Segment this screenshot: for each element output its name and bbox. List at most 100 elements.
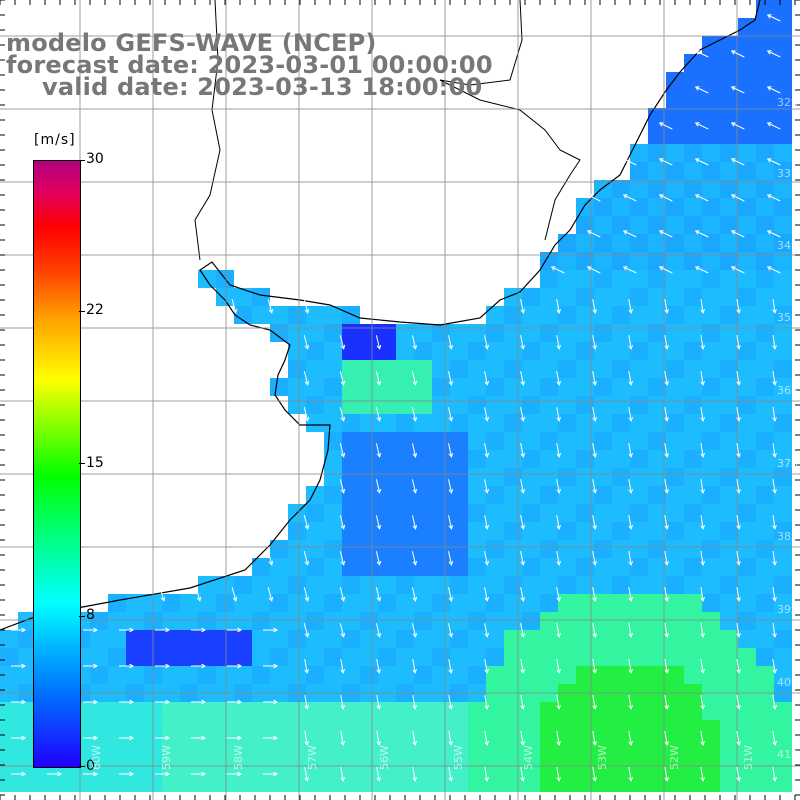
wind-speed-cell — [684, 702, 702, 720]
wind-speed-cell — [756, 450, 774, 468]
wind-arrow — [191, 627, 207, 633]
wind-speed-cell — [774, 468, 792, 486]
wind-speed-cell — [576, 558, 594, 576]
wind-speed-cell — [702, 144, 720, 162]
wind-speed-cell — [666, 144, 684, 162]
wind-arrow — [664, 371, 669, 386]
wind-speed-cell — [396, 612, 414, 630]
wind-speed-cell — [756, 504, 774, 522]
wind-arrow — [520, 515, 526, 530]
wind-speed-cell — [720, 486, 738, 504]
wind-speed-cell — [774, 306, 792, 324]
wind-speed-cell — [684, 450, 702, 468]
wind-speed-cell — [216, 702, 234, 720]
wind-speed-cell — [666, 720, 684, 738]
wind-arrow — [694, 194, 709, 202]
wind-speed-cell — [342, 360, 360, 378]
wind-speed-cell — [738, 396, 756, 414]
wind-speed-cell — [378, 378, 396, 396]
wind-speed-cell — [666, 540, 684, 558]
wind-speed-cell — [594, 306, 612, 324]
wind-arrow — [556, 335, 561, 350]
wind-speed-cell — [378, 342, 396, 360]
wind-speed-cell — [558, 648, 576, 666]
wind-speed-cell — [324, 720, 342, 738]
wind-speed-cell — [234, 702, 252, 720]
wind-speed-cell — [396, 720, 414, 738]
wind-arrow — [694, 50, 709, 58]
wind-speed-cell — [720, 234, 738, 252]
wind-speed-cell — [522, 324, 540, 342]
wind-speed-cell — [720, 342, 738, 360]
wind-speed-cell — [90, 630, 108, 648]
wind-speed-cell — [612, 756, 630, 774]
wind-arrow — [700, 587, 705, 602]
wind-speed-cell — [738, 576, 756, 594]
wind-speed-cell — [756, 288, 774, 306]
wind-speed-cell — [360, 558, 378, 576]
wind-arrow — [628, 551, 633, 566]
wind-speed-cell — [756, 468, 774, 486]
wind-speed-cell — [306, 558, 324, 576]
wind-speed-cell — [666, 486, 684, 504]
wind-speed-cell — [774, 324, 792, 342]
wind-speed-cell — [306, 522, 324, 540]
wind-arrow — [664, 623, 669, 638]
colorbar-tick-label: 0 — [86, 758, 95, 774]
wind-arrow — [191, 699, 207, 705]
wind-speed-cell — [468, 774, 486, 792]
wind-speed-cell — [612, 234, 630, 252]
wind-speed-cell — [684, 414, 702, 432]
wind-speed-cell — [612, 288, 630, 306]
wind-speed-cell — [252, 774, 270, 792]
wind-speed-cell — [378, 702, 396, 720]
wind-speed-cell — [396, 540, 414, 558]
wind-speed-cell — [702, 648, 720, 666]
latitude-label: 40S — [777, 676, 798, 689]
wind-speed-cell — [486, 666, 504, 684]
wind-arrow — [119, 627, 135, 633]
wind-speed-cell — [684, 90, 702, 108]
wind-speed-cell — [630, 360, 648, 378]
wind-speed-cell — [396, 378, 414, 396]
wind-arrow — [772, 623, 777, 638]
wind-speed-cell — [738, 324, 756, 342]
wind-arrow — [664, 299, 669, 314]
wind-speed-cell — [504, 468, 522, 486]
wind-speed-cell — [360, 378, 378, 396]
wind-arrow — [628, 479, 633, 494]
wind-speed-cell — [450, 378, 468, 396]
wind-speed-cell — [576, 576, 594, 594]
wind-speed-cell — [738, 558, 756, 576]
wind-speed-cell — [540, 738, 558, 756]
wind-speed-cell — [684, 540, 702, 558]
wind-arrow — [592, 587, 597, 602]
wind-speed-cell — [702, 252, 720, 270]
wind-arrow — [227, 735, 243, 741]
wind-arrow — [622, 230, 637, 238]
wind-arrow — [730, 122, 745, 130]
wind-speed-cell — [540, 612, 558, 630]
wind-speed-cell — [414, 666, 432, 684]
wind-speed-cell — [576, 702, 594, 720]
wind-speed-cell — [522, 450, 540, 468]
wind-speed-cell — [594, 468, 612, 486]
wind-arrow — [556, 515, 561, 530]
wind-arrow — [375, 587, 382, 602]
wind-speed-cell — [414, 540, 432, 558]
wind-speed-cell — [126, 648, 144, 666]
wind-arrow — [411, 587, 418, 602]
wind-speed-cell — [594, 324, 612, 342]
wind-arrow — [267, 299, 274, 314]
wind-speed-cell — [774, 432, 792, 450]
wind-speed-cell — [540, 540, 558, 558]
wind-speed-cell — [288, 342, 306, 360]
wind-arrow — [227, 663, 243, 669]
wind-speed-cell — [486, 306, 504, 324]
wind-speed-cell — [504, 522, 522, 540]
wind-speed-cell — [324, 360, 342, 378]
wind-speed-cell — [522, 648, 540, 666]
longitude-label: 59W — [160, 745, 173, 770]
wind-arrow — [730, 50, 745, 58]
